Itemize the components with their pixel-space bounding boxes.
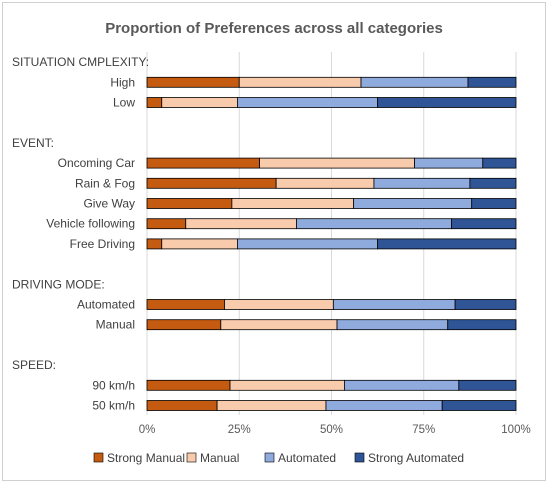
bar-segment xyxy=(238,76,362,88)
category-label: Oncoming Car xyxy=(58,156,135,170)
bar-segment xyxy=(220,319,338,331)
bar-segment xyxy=(237,97,379,108)
bar-segment xyxy=(146,198,233,209)
bar-segment xyxy=(447,319,517,331)
legend-swatch xyxy=(93,452,104,463)
category-label: 50 km/h xyxy=(92,399,135,413)
category-label: Free Driving xyxy=(70,237,135,251)
bar-segment xyxy=(377,97,517,108)
legend-swatch xyxy=(354,452,365,463)
legend-swatch xyxy=(264,452,275,463)
bar-segment xyxy=(185,218,297,230)
bar-segment xyxy=(451,218,517,230)
category-label: Rain & Fog xyxy=(75,176,135,190)
bar-segment xyxy=(325,400,443,411)
bar-segment xyxy=(467,76,517,88)
legend-swatch xyxy=(186,452,197,463)
bar-segment xyxy=(377,238,517,250)
bar-segment xyxy=(146,97,163,108)
group-heading: EVENT: xyxy=(12,136,54,150)
bar-segment xyxy=(146,400,218,411)
category-label: 90 km/h xyxy=(92,378,135,392)
bar-segment xyxy=(454,299,517,310)
bar-segment xyxy=(482,157,517,169)
legend: Strong Manual Manual Automated Strong Autom… xyxy=(93,451,464,465)
gridlines xyxy=(146,52,517,415)
bar-segment xyxy=(332,299,456,310)
x-tick-label: 25% xyxy=(228,424,251,436)
bar-segment xyxy=(336,319,449,331)
category-label: Vehicle following xyxy=(46,217,135,231)
x-tick-label: 0% xyxy=(139,424,156,436)
bar-segment xyxy=(296,218,452,230)
bar-segment xyxy=(458,379,517,391)
bar-segment xyxy=(229,379,345,391)
group-heading: SITUATION CMPLEXITY: xyxy=(12,55,149,69)
bar-segment xyxy=(471,198,517,209)
bar-segment xyxy=(275,177,375,189)
bar-segment xyxy=(146,319,222,331)
bar-segment xyxy=(146,76,240,88)
bar-segment xyxy=(414,157,484,169)
bar-segment xyxy=(469,177,517,189)
category-label: Low xyxy=(113,96,135,110)
x-tick-label: 50% xyxy=(320,424,343,436)
bar-segment xyxy=(216,400,327,411)
bar-segment xyxy=(146,177,277,189)
bar-segment xyxy=(161,97,238,108)
group-heading: SPEED: xyxy=(12,358,56,372)
bar-segment xyxy=(231,198,355,209)
bar-segment xyxy=(161,238,238,250)
bar-segment xyxy=(146,379,231,391)
category-label: High xyxy=(110,75,135,89)
x-axis-ticks: 0% 25% 50% 75% 100% xyxy=(139,424,531,436)
bar-segment xyxy=(224,299,334,310)
x-tick-label: 75% xyxy=(412,424,435,436)
category-label: Manual xyxy=(96,318,135,332)
bar-segment xyxy=(146,157,260,169)
legend-label: Manual xyxy=(200,451,239,465)
bars xyxy=(146,76,517,411)
bar-segment xyxy=(353,198,473,209)
group-heading: DRIVING MODE: xyxy=(12,277,105,291)
bar-segment xyxy=(344,379,460,391)
bar-segment xyxy=(237,238,379,250)
legend-label: Strong Automated xyxy=(368,451,464,465)
bar-segment xyxy=(146,299,225,310)
legend-label: Automated xyxy=(278,451,336,465)
bar-segment xyxy=(146,238,163,250)
bar-segment xyxy=(146,218,187,230)
category-labels: SITUATION CMPLEXITY: High Low EVENT: Oncomin… xyxy=(12,55,149,412)
bar-segment xyxy=(373,177,471,189)
bar-segment xyxy=(259,157,415,169)
bar-segment xyxy=(360,76,469,88)
x-tick-label: 100% xyxy=(501,424,530,436)
legend-label: Strong Manual xyxy=(107,451,185,465)
chart-title: Proportion of Preferences across all cat… xyxy=(105,20,443,37)
category-label: Give Way xyxy=(83,197,135,211)
bar-segment xyxy=(441,400,517,411)
category-label: Automated xyxy=(77,298,135,312)
